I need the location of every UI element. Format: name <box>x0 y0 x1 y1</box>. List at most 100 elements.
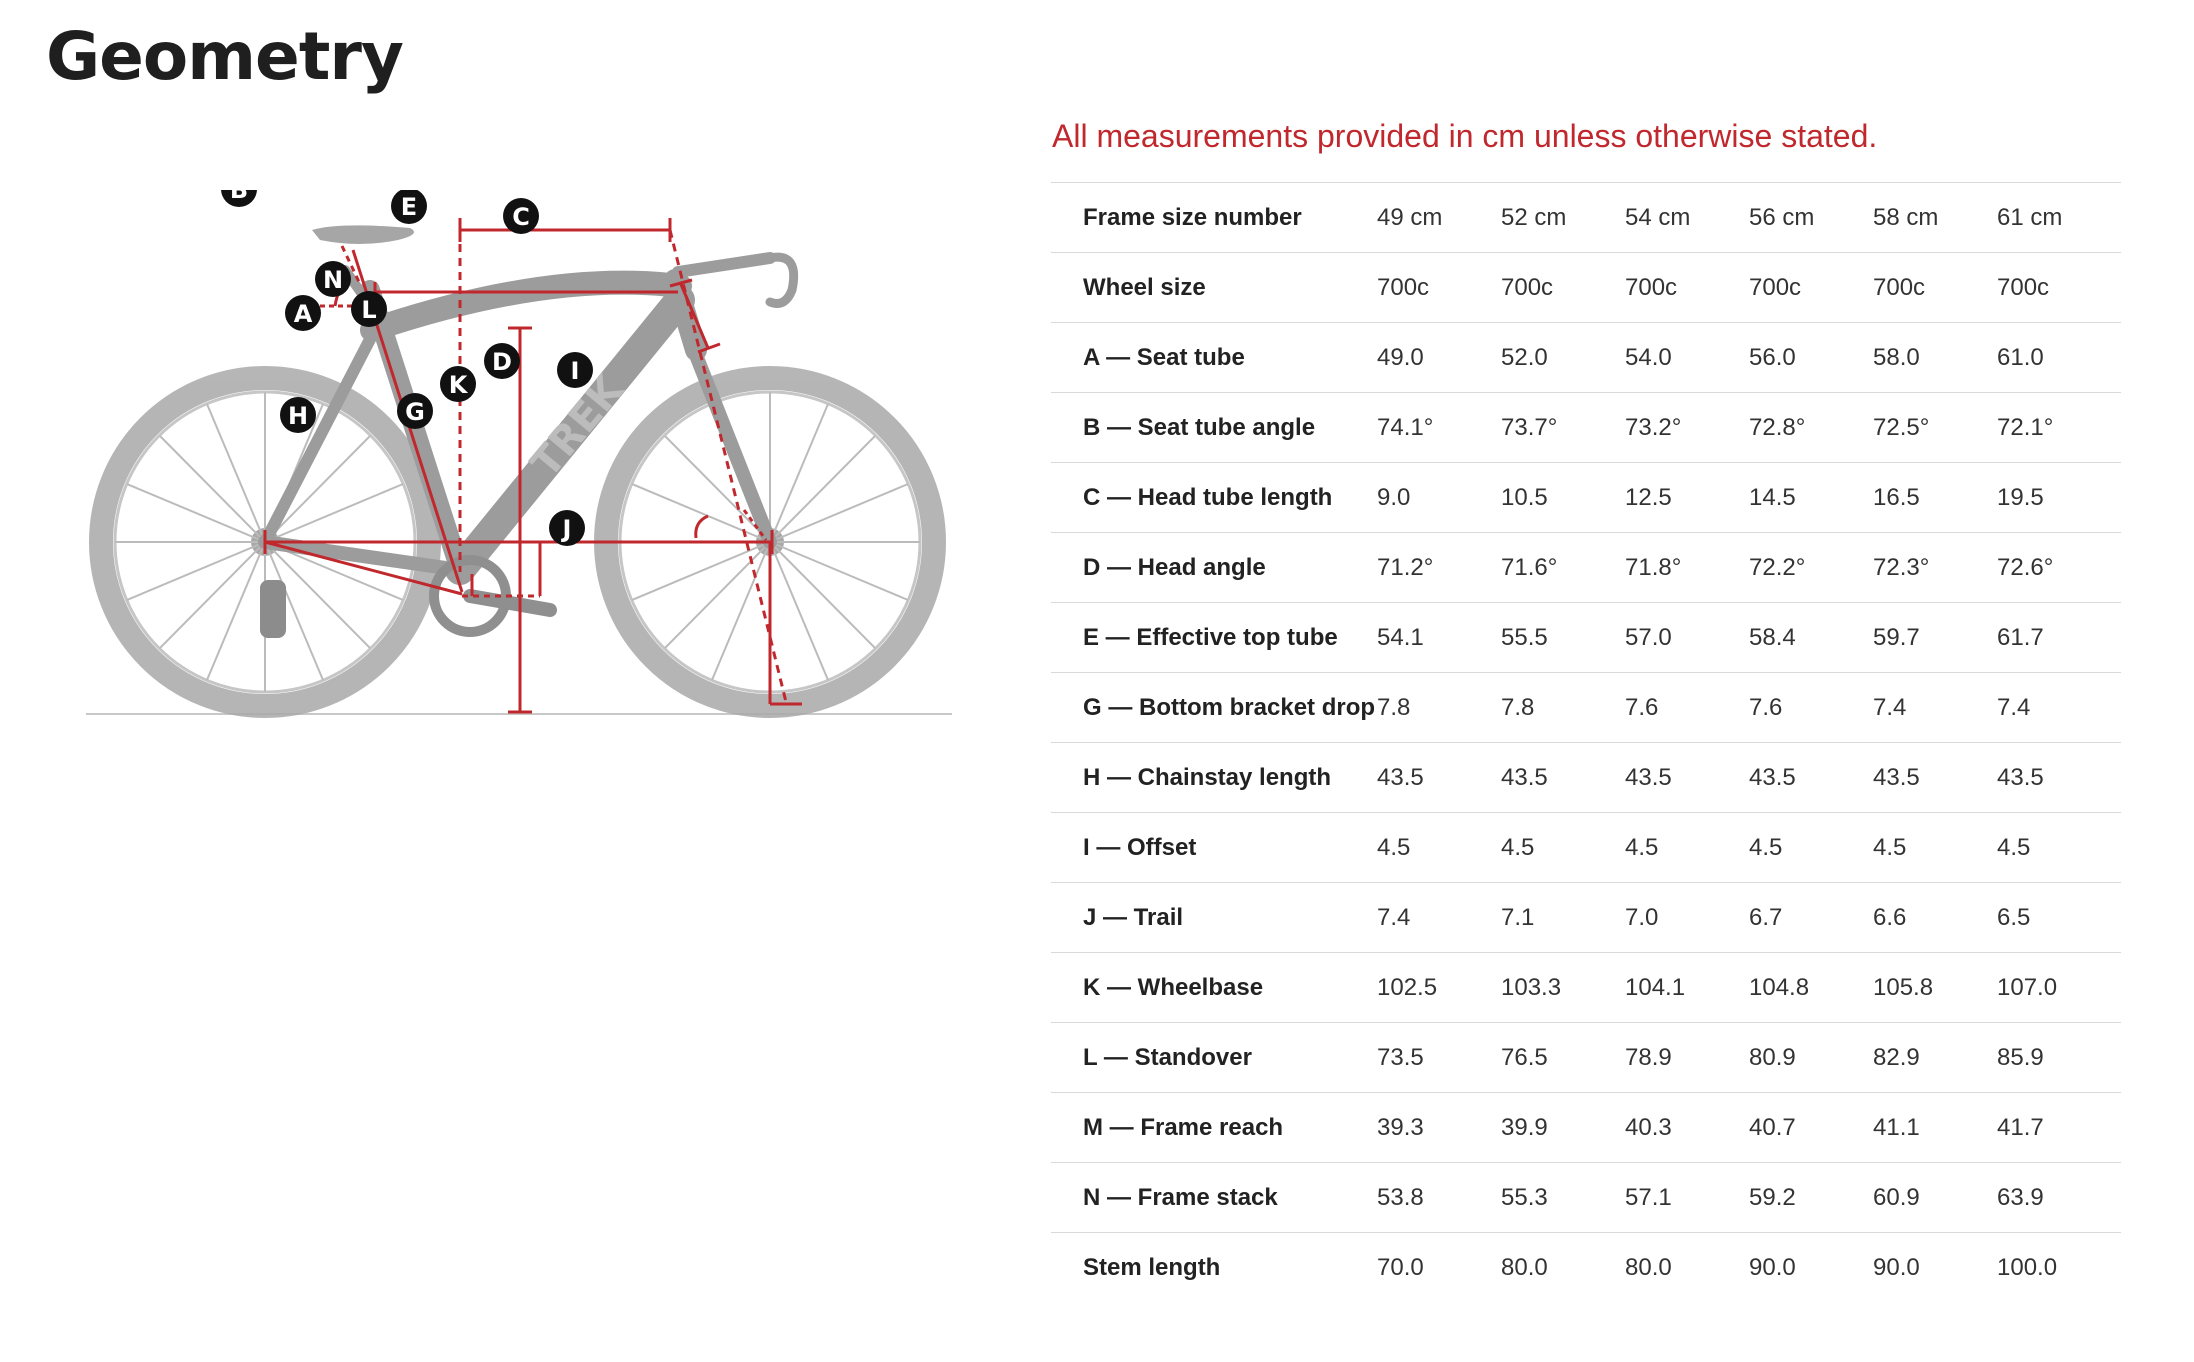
table-cell: 61.7 <box>1997 602 2121 673</box>
marker-i: I <box>557 352 593 388</box>
table-cell: 7.1 <box>1501 882 1625 953</box>
row-label: B — Seat tube angle <box>1051 392 1377 463</box>
table-row: G — Bottom bracket drop 7.8 7.8 7.6 7.6 7.4 7.… <box>1051 672 2121 743</box>
table-cell: 700c <box>1501 252 1625 323</box>
row-label: H — Chainstay length <box>1051 742 1377 813</box>
table-cell: 54 cm <box>1625 182 1749 253</box>
table-cell: 57.0 <box>1625 602 1749 673</box>
table-row: K — Wheelbase 102.5 103.3 104.1 104.8 105.8 10… <box>1051 952 2121 1023</box>
geometry-table-body: Frame size number 49 cm 52 cm 54 cm 56 cm 58 … <box>1051 182 2121 1302</box>
marker-d-label: D <box>492 348 512 376</box>
table-cell: 40.3 <box>1625 1092 1749 1163</box>
table-row: I — Offset 4.5 4.5 4.5 4.5 4.5 4.5 <box>1051 812 2121 883</box>
marker-b: B <box>221 190 257 207</box>
table-cell: 54.1 <box>1377 602 1501 673</box>
table-cell: 6.6 <box>1873 882 1997 953</box>
marker-c: C <box>503 198 539 234</box>
table-cell: 7.6 <box>1749 672 1873 743</box>
table-cell: 76.5 <box>1501 1022 1625 1093</box>
table-cell: 19.5 <box>1997 462 2121 533</box>
row-label: J — Trail <box>1051 882 1377 953</box>
table-cell: 102.5 <box>1377 952 1501 1023</box>
measurement-lines <box>263 218 802 714</box>
table-row: N — Frame stack 53.8 55.3 57.1 59.2 60.9 63.9 <box>1051 1162 2121 1233</box>
table-cell: 43.5 <box>1749 742 1873 813</box>
table-cell: 4.5 <box>1997 812 2121 883</box>
table-cell: 80.0 <box>1625 1232 1749 1302</box>
table-row: H — Chainstay length 43.5 43.5 43.5 43.5 43.5… <box>1051 742 2121 813</box>
table-cell: 14.5 <box>1749 462 1873 533</box>
table-cell: 72.6° <box>1997 532 2121 603</box>
row-label: C — Head tube length <box>1051 462 1377 533</box>
marker-c-label: C <box>512 203 530 231</box>
table-cell: 73.5 <box>1377 1022 1501 1093</box>
saddle <box>312 225 414 244</box>
table-cell: 72.2° <box>1749 532 1873 603</box>
table-cell: 58 cm <box>1873 182 1997 253</box>
marker-j: J <box>549 510 585 546</box>
table-cell: 54.0 <box>1625 322 1749 393</box>
marker-h: H <box>280 397 316 433</box>
table-cell: 78.9 <box>1625 1022 1749 1093</box>
table-cell: 59.7 <box>1873 602 1997 673</box>
table-cell: 107.0 <box>1997 952 2121 1023</box>
table-cell: 4.5 <box>1749 812 1873 883</box>
table-cell: 7.4 <box>1377 882 1501 953</box>
table-cell: 700c <box>1625 252 1749 323</box>
table-cell: 72.5° <box>1873 392 1997 463</box>
table-cell: 71.6° <box>1501 532 1625 603</box>
table-row: L — Standover 73.5 76.5 78.9 80.9 82.9 85.9 <box>1051 1022 2121 1093</box>
table-cell: 72.1° <box>1997 392 2121 463</box>
table-row: A — Seat tube 49.0 52.0 54.0 56.0 58.0 61.0 <box>1051 322 2121 393</box>
table-cell: 82.9 <box>1873 1022 1997 1093</box>
table-cell: 63.9 <box>1997 1162 2121 1233</box>
marker-a-label: A <box>294 300 313 328</box>
table-row: J — Trail 7.4 7.1 7.0 6.7 6.6 6.5 <box>1051 882 2121 953</box>
table-cell: 4.5 <box>1873 812 1997 883</box>
table-cell: 12.5 <box>1625 462 1749 533</box>
row-label: Wheel size <box>1051 252 1377 323</box>
table-cell: 85.9 <box>1997 1022 2121 1093</box>
table-cell: 73.7° <box>1501 392 1625 463</box>
table-cell: 39.9 <box>1501 1092 1625 1163</box>
row-label: D — Head angle <box>1051 532 1377 603</box>
table-cell: 90.0 <box>1873 1232 1997 1302</box>
table-cell: 700c <box>1873 252 1997 323</box>
table-cell: 71.8° <box>1625 532 1749 603</box>
marker-l-label: L <box>361 296 376 324</box>
table-cell: 58.4 <box>1749 602 1873 673</box>
geometry-table: Frame size number 49 cm 52 cm 54 cm 56 cm 58 … <box>1051 182 2121 1302</box>
table-cell: 4.5 <box>1377 812 1501 883</box>
table-cell: 80.0 <box>1501 1232 1625 1302</box>
table-cell: 100.0 <box>1997 1232 2121 1302</box>
table-cell: 80.9 <box>1749 1022 1873 1093</box>
table-cell: 57.1 <box>1625 1162 1749 1233</box>
marker-i-label: I <box>571 357 580 385</box>
table-cell: 55.3 <box>1501 1162 1625 1233</box>
table-cell: 7.4 <box>1997 672 2121 743</box>
bike-geometry-diagram: TREK <box>86 190 952 718</box>
table-cell: 103.3 <box>1501 952 1625 1023</box>
bike-frame <box>258 252 799 585</box>
table-cell: 40.7 <box>1749 1092 1873 1163</box>
marker-g: G <box>397 393 433 429</box>
table-cell: 16.5 <box>1873 462 1997 533</box>
table-cell: 4.5 <box>1501 812 1625 883</box>
row-label: Stem length <box>1051 1232 1377 1302</box>
table-cell: 7.6 <box>1625 672 1749 743</box>
table-cell: 41.1 <box>1873 1092 1997 1163</box>
table-cell: 700c <box>1749 252 1873 323</box>
table-row: D — Head angle 71.2° 71.6° 71.8° 72.2° 72.3° 7… <box>1051 532 2121 603</box>
row-label: I — Offset <box>1051 812 1377 883</box>
table-cell: 43.5 <box>1873 742 1997 813</box>
marker-g-label: G <box>405 398 425 426</box>
table-cell: 43.5 <box>1501 742 1625 813</box>
table-cell: 7.0 <box>1625 882 1749 953</box>
row-label: L — Standover <box>1051 1022 1377 1093</box>
row-label: E — Effective top tube <box>1051 602 1377 673</box>
table-cell: 104.1 <box>1625 952 1749 1023</box>
marker-l: L <box>351 291 387 327</box>
table-cell: 9.0 <box>1377 462 1501 533</box>
table-row: Wheel size 700c 700c 700c 700c 700c 700c <box>1051 252 2121 323</box>
table-cell: 49 cm <box>1377 182 1501 253</box>
